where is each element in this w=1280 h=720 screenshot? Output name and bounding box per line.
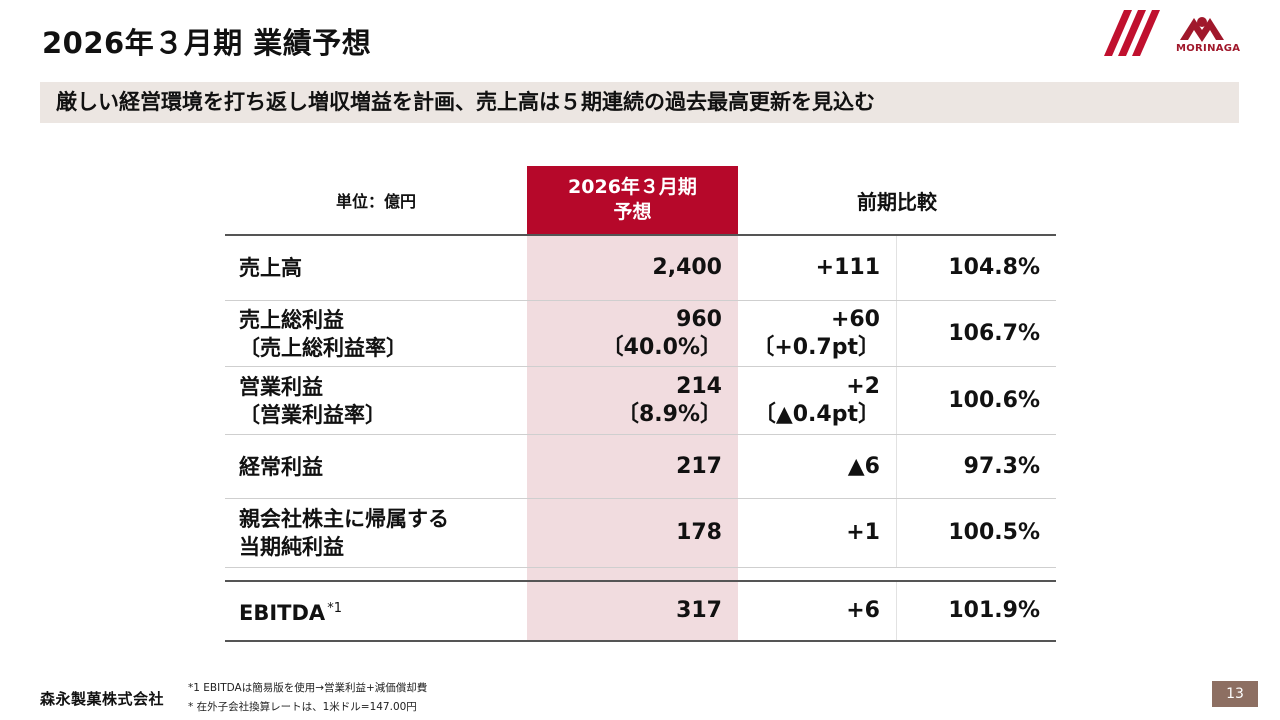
footnote-ebitda: *1 EBITDAは簡易版を使用→営業利益+減価償却費 [188, 682, 428, 694]
table-header: 単位：億円 2026年３月期 予想 前期比較 [225, 166, 1056, 236]
yoy-difference: +6 [738, 582, 897, 640]
footnote-marker: *1 [327, 601, 342, 616]
yoy-percent: 100.6% [948, 387, 1040, 413]
table-row: 売上総利益 〔売上総利益率〕 960 〔40.0%〕 +60 〔+0.7pt〕 … [225, 301, 1056, 367]
row-label: 経常利益 [239, 454, 323, 479]
table-spacer [225, 568, 1056, 582]
forecast-header-sub: 予想 [613, 201, 652, 223]
yoy-percent: 97.3% [963, 453, 1040, 479]
row-label: 親会社株主に帰属する 当期純利益 [239, 507, 449, 559]
table-row: 経常利益 217 ▲6 97.3% [225, 435, 1056, 499]
yoy-percent: 100.5% [948, 520, 1040, 545]
forecast-value: 214 〔8.9%〕 [527, 367, 738, 434]
table-row: 親会社株主に帰属する 当期純利益 178 +1 100.5% [225, 499, 1056, 568]
compare-column-header: 前期比較 [857, 189, 937, 214]
forecast-value: 317 [527, 582, 738, 640]
forecast-value: 960 〔40.0%〕 [527, 301, 738, 366]
row-label: 売上総利益 〔売上総利益率〕 [239, 307, 407, 360]
yoy-difference: +1 [738, 499, 897, 567]
table-row-ebitda: EBITDA *1 317 +6 101.9% [225, 582, 1056, 642]
table-row: 営業利益 〔営業利益率〕 214 〔8.9%〕 +2 〔▲0.4pt〕 100.… [225, 367, 1056, 435]
page-number: 13 [1212, 681, 1258, 707]
forecast-value: 2,400 [527, 236, 738, 300]
row-label: EBITDA *1 [239, 601, 342, 625]
unit-label: 単位：億円 [335, 192, 416, 211]
forecast-column-header: 2026年３月期 予想 [527, 166, 738, 234]
company-name: 森永製菓株式会社 [40, 690, 165, 708]
yoy-difference: +60 〔+0.7pt〕 [738, 301, 897, 366]
yoy-difference: +111 [738, 236, 897, 300]
yoy-difference: ▲6 [738, 435, 897, 498]
yoy-difference: +2 〔▲0.4pt〕 [738, 367, 897, 434]
page-title: 2026年３月期 業績予想 [42, 26, 372, 60]
yoy-percent: 106.7% [948, 320, 1040, 346]
row-label: 売上高 [239, 256, 302, 280]
yoy-percent: 104.8% [948, 255, 1040, 280]
forecast-header-year: 2026年３月期 [568, 176, 697, 198]
forecast-value: 217 [527, 435, 738, 498]
forecast-value: 178 [527, 499, 738, 567]
footnote-fx-rate: * 在外子会社換算レートは、1米ドル=147.00円 [188, 701, 417, 713]
yoy-percent: 101.9% [948, 598, 1040, 623]
forecast-table: 単位：億円 2026年３月期 予想 前期比較 売上高 2,400 +111 10… [225, 166, 1056, 642]
headline-banner: 厳しい経営環境を打ち返し増収増益を計画、売上高は５期連続の過去最高更新を見込む [40, 82, 1239, 123]
table-row: 売上高 2,400 +111 104.8% [225, 236, 1056, 301]
morinaga-logo [1104, 10, 1224, 56]
footnotes: *1 EBITDAは簡易版を使用→営業利益+減価償却費 * 在外子会社換算レート… [188, 679, 427, 717]
brand-wordmark: MORINAGA [1176, 43, 1241, 54]
row-label: 営業利益 〔営業利益率〕 [239, 374, 386, 427]
